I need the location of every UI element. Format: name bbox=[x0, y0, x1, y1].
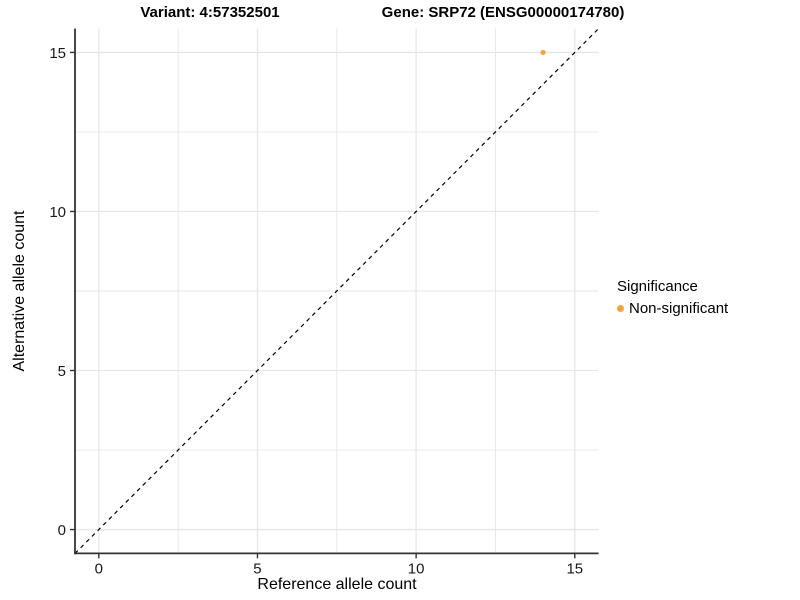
identity-line bbox=[74, 28, 600, 554]
legend-point-icon bbox=[617, 305, 624, 312]
x-tick-label: 10 bbox=[408, 560, 425, 577]
y-tick-label: 5 bbox=[58, 363, 66, 380]
legend: Significance Non-significant bbox=[617, 278, 728, 317]
gene-title: Gene: SRP72 (ENSG00000174780) bbox=[381, 4, 625, 21]
variant-title: Variant: 4:57352501 bbox=[140, 4, 280, 21]
y-axis-title: Alternative allele count bbox=[11, 210, 28, 372]
x-tick-label: 5 bbox=[253, 560, 261, 577]
legend-item: Non-significant bbox=[617, 300, 728, 317]
x-tick-label: 15 bbox=[566, 560, 583, 577]
y-tick-label: 15 bbox=[49, 45, 66, 62]
y-tick-label: 10 bbox=[49, 204, 66, 221]
x-axis-title: Reference allele count bbox=[257, 576, 417, 593]
data-point bbox=[540, 49, 546, 56]
x-tick-label: 0 bbox=[95, 560, 103, 577]
y-tick-label: 0 bbox=[58, 522, 66, 539]
legend-title: Significance bbox=[617, 278, 698, 295]
legend-item-label: Non-significant bbox=[629, 300, 729, 317]
